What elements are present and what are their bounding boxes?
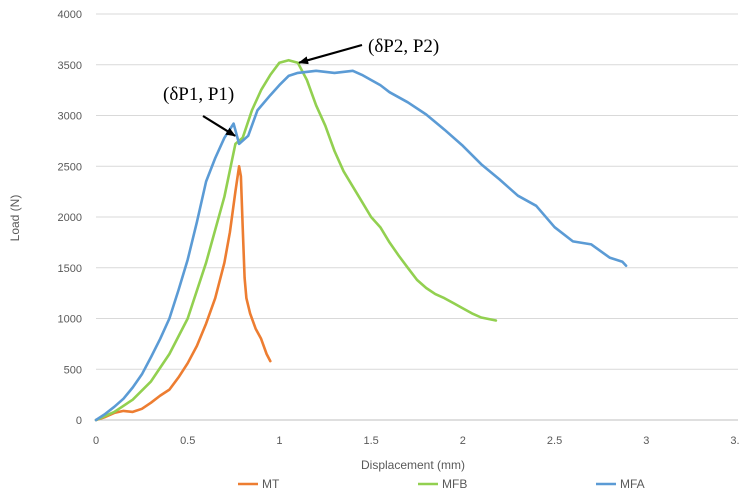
y-axis-ticks: 0 500 1000 1500 2000 2500 3000 3500 4000 [58, 9, 82, 427]
y-tick-label: 3000 [58, 111, 82, 123]
gridlines [96, 13, 738, 421]
annotation-arrow-p2 [298, 43, 363, 65]
series-line-mfb [94, 58, 498, 422]
legend-label-mt: MT [262, 477, 280, 491]
series-line-mt [94, 165, 272, 422]
x-axis-ticks: 0 0.5 1 1.5 2 2.5 3 3.5 [93, 435, 740, 447]
x-tick-label: 0.5 [180, 435, 195, 447]
x-tick-label: 0 [93, 435, 99, 447]
annotation-label-p1: (δP1, P1) [163, 84, 234, 105]
annotation-arrow-p1 [202, 115, 236, 137]
legend-label-mfa: MFA [620, 477, 645, 491]
x-tick-label: 2.5 [547, 435, 562, 447]
x-axis-label: Displacement (mm) [361, 458, 465, 472]
y-tick-label: 3500 [58, 60, 82, 72]
x-tick-label: 2 [460, 435, 466, 447]
y-tick-label: 4000 [58, 9, 82, 21]
y-tick-label: 500 [64, 364, 82, 376]
x-tick-label: 3 [643, 435, 649, 447]
legend: MT MFB MFA [238, 477, 645, 491]
x-tick-label: 1.5 [363, 435, 378, 447]
y-tick-label: 0 [76, 415, 82, 427]
x-tick-label: 1 [276, 435, 282, 447]
y-tick-label: 1500 [58, 263, 82, 275]
y-tick-label: 1000 [58, 314, 82, 326]
series-lines [94, 58, 628, 422]
y-tick-label: 2500 [58, 161, 82, 173]
y-axis-label: Load (N) [8, 195, 22, 242]
legend-label-mfb: MFB [442, 477, 467, 491]
series-line-mfa [94, 69, 628, 422]
annotations: (δP1, P1) (δP2, P2) [163, 36, 439, 137]
y-tick-label: 2000 [58, 212, 82, 224]
annotation-label-p2: (δP2, P2) [368, 36, 439, 57]
x-tick-label: 3.5 [730, 435, 740, 447]
